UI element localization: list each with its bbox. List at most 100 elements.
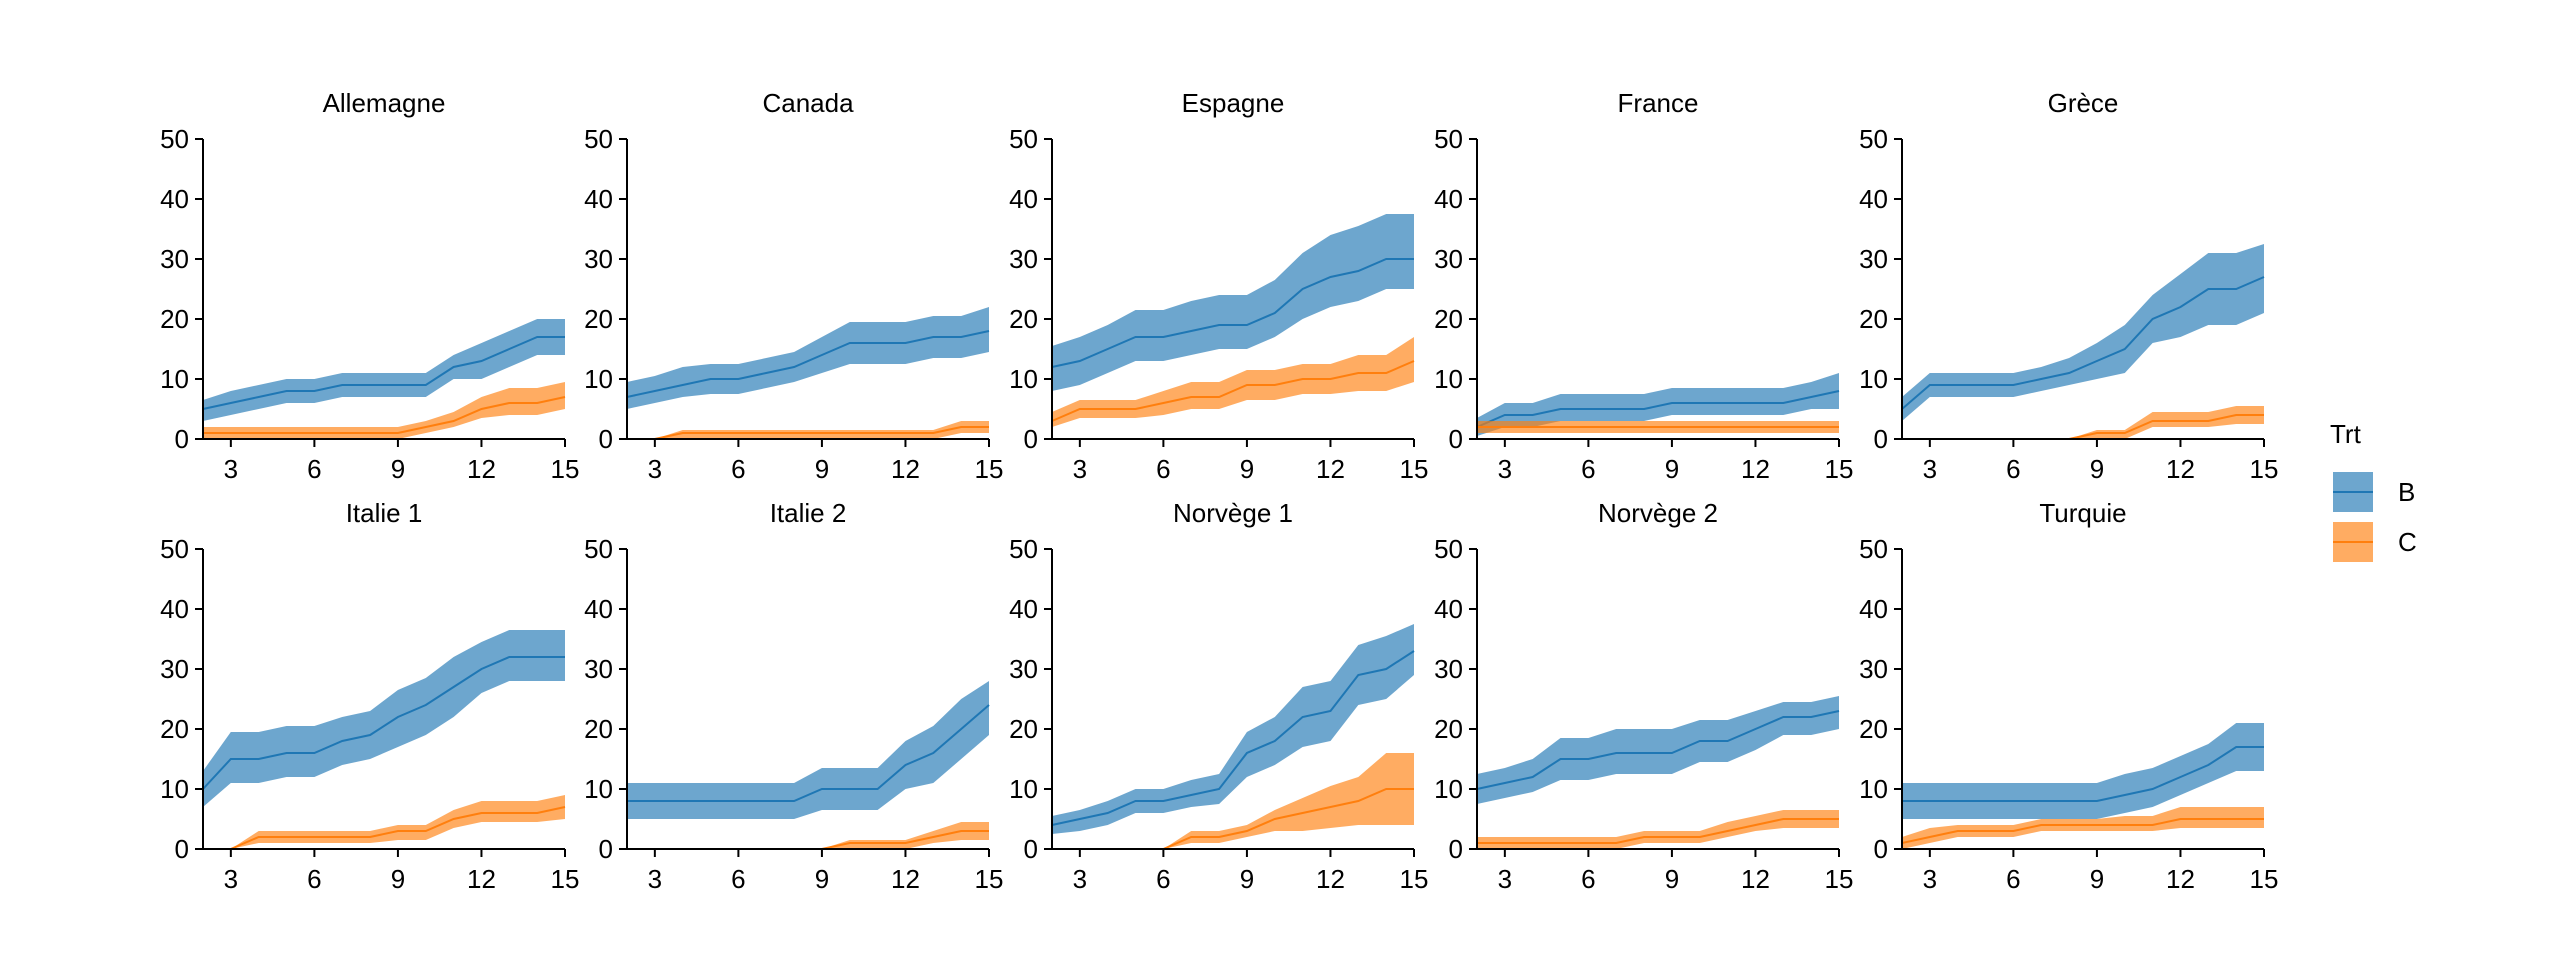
y-tick-label: 10 [1009,774,1038,804]
y-tick-label: 50 [1009,534,1038,564]
x-tick-label: 15 [551,864,580,894]
band-B [1477,373,1839,436]
legend-title: Trt [2330,419,2362,449]
x-tick-label: 3 [1073,864,1087,894]
x-tick-label: 15 [2250,454,2279,484]
y-tick-label: 40 [1009,184,1038,214]
legend-label-B: B [2398,477,2415,507]
y-tick-label: 0 [1449,424,1463,454]
x-tick-label: 9 [815,454,829,484]
panel-title: Espagne [1182,88,1285,118]
x-tick-label: 15 [1825,454,1854,484]
x-tick-label: 12 [467,454,496,484]
y-tick-label: 20 [160,714,189,744]
y-tick-label: 50 [584,534,613,564]
y-tick-label: 0 [175,424,189,454]
y-tick-label: 0 [1874,834,1888,864]
y-tick-label: 40 [160,184,189,214]
line-B [1901,276,2265,410]
x-tick-label: 12 [1316,864,1345,894]
x-tick-label: 12 [1741,454,1770,484]
panel-title: Grèce [2048,88,2119,118]
y-tick-label: 10 [584,364,613,394]
y-tick-label: 30 [584,654,613,684]
y-tick-label: 0 [175,834,189,864]
x-tick-label: 6 [307,454,321,484]
legend-item-C: C [2333,522,2417,562]
line-C [1477,818,1839,844]
x-tick-label: 3 [1923,864,1937,894]
x-tick-label: 3 [648,454,662,484]
y-tick-label: 10 [1859,774,1888,804]
line-C [2068,414,2264,440]
panel-title: Norvège 2 [1598,498,1718,528]
line-B [1051,650,1415,826]
x-tick-label: 9 [1665,454,1679,484]
y-tick-label: 50 [1434,534,1463,564]
line-B [202,656,565,790]
y-tick-label: 40 [1859,184,1888,214]
y-tick-label: 30 [584,244,613,274]
y-tick-label: 40 [160,594,189,624]
y-tick-label: 50 [1859,534,1888,564]
band-B [627,307,989,409]
band-C [1902,807,2264,849]
y-tick-label: 20 [1859,714,1888,744]
x-tick-label: 12 [467,864,496,894]
y-tick-label: 40 [1434,594,1463,624]
band-C [2069,406,2264,439]
legend: Trt BC [2330,419,2417,562]
y-tick-label: 40 [584,594,613,624]
y-tick-label: 20 [584,714,613,744]
y-tick-label: 30 [1009,244,1038,274]
x-tick-label: 12 [891,454,920,484]
band-B [1052,214,1414,391]
x-tick-label: 9 [391,864,405,894]
y-tick-label: 0 [1024,424,1038,454]
x-tick-label: 6 [1156,864,1170,894]
y-tick-label: 40 [584,184,613,214]
panel-canada: Canada 0 10 20 30 40 50 3 6 9 12 15 [584,88,1003,484]
x-tick-label: 12 [2166,864,2195,894]
x-tick-label: 12 [891,864,920,894]
y-tick-label: 10 [1434,774,1463,804]
line-B [202,336,565,410]
y-tick-label: 50 [160,534,189,564]
x-tick-label: 15 [1400,454,1429,484]
x-tick-label: 6 [2006,454,2020,484]
band-C [654,421,989,439]
y-tick-label: 0 [599,424,613,454]
y-tick-label: 10 [584,774,613,804]
x-tick-label: 15 [975,454,1004,484]
line-C [654,426,989,440]
panel-france: France 0 10 20 30 40 50 3 6 9 12 15 [1434,88,1853,484]
band-C [1052,337,1414,427]
y-tick-label: 40 [1009,594,1038,624]
x-tick-label: 12 [1316,454,1345,484]
band-B [1902,723,2264,819]
y-tick-label: 0 [1874,424,1888,454]
band-C [1477,810,1839,849]
band-B [1477,696,1839,804]
y-tick-label: 20 [1434,714,1463,744]
legend-item-B: B [2333,472,2415,512]
panel-espagne: Espagne 0 10 20 30 40 50 3 6 9 12 15 [1009,88,1428,484]
panel-title: Italie 1 [346,498,423,528]
x-tick-label: 9 [2090,454,2104,484]
panel-turquie: Turquie 0 10 20 30 40 50 3 6 9 12 15 [1859,498,2278,894]
x-tick-label: 9 [391,454,405,484]
y-tick-label: 30 [1009,654,1038,684]
x-tick-label: 6 [731,864,745,894]
line-B [1051,258,1414,368]
y-tick-label: 50 [1009,124,1038,154]
y-tick-label: 50 [160,124,189,154]
y-tick-label: 30 [160,244,189,274]
x-tick-label: 6 [1581,864,1595,894]
y-tick-label: 10 [160,364,189,394]
line-B [1902,746,2264,802]
y-tick-label: 50 [584,124,613,154]
y-tick-label: 10 [1859,364,1888,394]
x-tick-label: 9 [1240,454,1254,484]
panel-title: Norvège 1 [1173,498,1293,528]
